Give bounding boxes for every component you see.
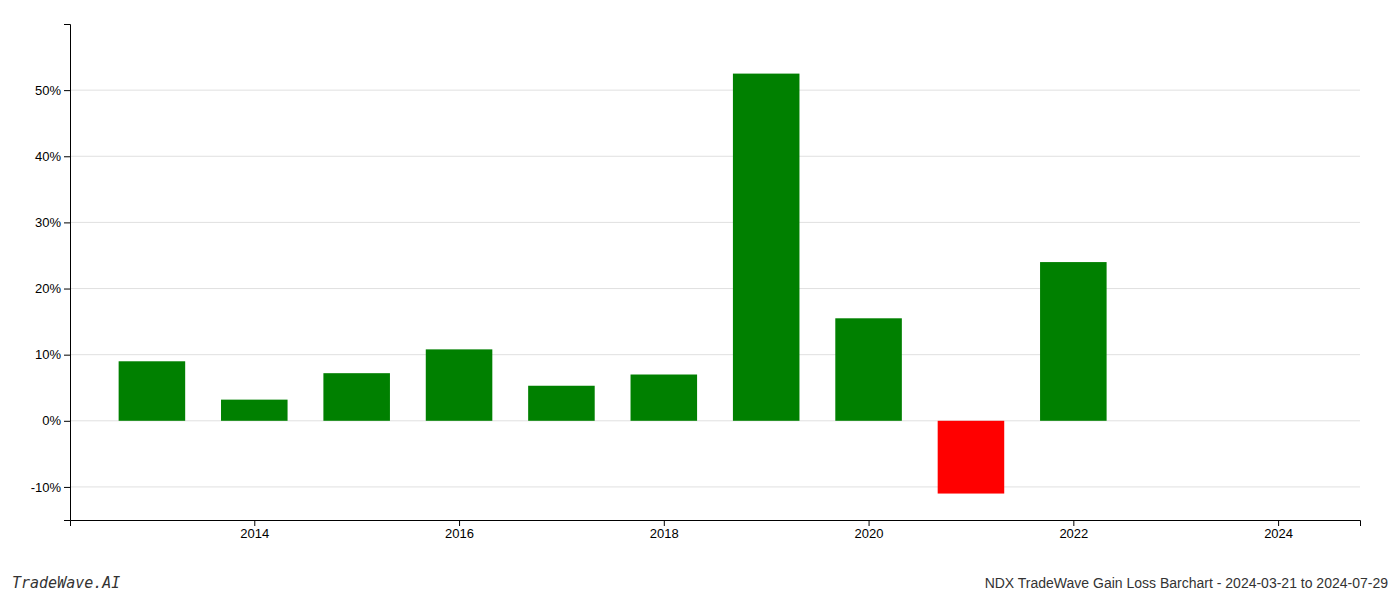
y-tick-label: 20%	[35, 281, 61, 296]
watermark: TradeWave.AI	[12, 574, 120, 592]
x-tick: 2018	[650, 520, 679, 541]
y-tick: 30%	[35, 215, 70, 230]
bar	[1040, 262, 1107, 421]
x-tick: 2022	[1059, 520, 1088, 541]
y-tick: 10%	[35, 347, 70, 362]
x-tick-mark	[869, 520, 870, 526]
y-tick: -10%	[31, 480, 70, 495]
x-tick-mark	[254, 520, 255, 526]
x-tick-label: 2024	[1264, 526, 1293, 541]
bar	[323, 373, 390, 421]
y-tick-label: 50%	[35, 83, 61, 98]
bar	[221, 400, 288, 421]
y-tick: 0%	[42, 413, 70, 428]
x-tick: 2014	[240, 520, 269, 541]
grid-line	[70, 288, 1360, 289]
y-tick-label: 30%	[35, 215, 61, 230]
x-tick-label: 2014	[240, 526, 269, 541]
y-tick: 50%	[35, 83, 70, 98]
x-tick-mark	[459, 520, 460, 526]
x-tick-label: 2022	[1059, 526, 1088, 541]
title: NDX TradeWave Gain Loss Barchart - 2024-…	[985, 575, 1389, 591]
bar	[528, 386, 595, 421]
bar	[733, 74, 800, 421]
bar	[426, 349, 493, 420]
y-tick-label: 10%	[35, 347, 61, 362]
plot: -10% 0% 10% 20% 30% 40% 50% 2014 2016 2018 2020 202…	[31, 25, 1361, 542]
grid	[70, 90, 1360, 487]
y-tick-mark	[64, 156, 70, 157]
grid-line	[70, 354, 1360, 355]
bars	[119, 74, 1107, 494]
x-tick: 2020	[855, 520, 884, 541]
x-axis: 2014 2016 2018 2020 2022 2024	[71, 520, 1361, 541]
y-tick-label: -10%	[31, 480, 62, 495]
x-tick-mark	[1278, 520, 1279, 526]
y-tick-mark	[64, 487, 70, 488]
grid-line	[70, 156, 1360, 157]
x-tick-mark	[1073, 520, 1074, 526]
bar	[835, 318, 902, 421]
y-tick-mark	[64, 90, 70, 91]
y-tick-mark	[64, 222, 70, 223]
grid-line	[70, 222, 1360, 223]
y-tick-label: 40%	[35, 149, 61, 164]
x-axis-line	[71, 521, 1361, 527]
y-tick-label: 0%	[42, 413, 61, 428]
bar	[119, 361, 186, 421]
bar	[938, 421, 1005, 494]
grid-line	[70, 90, 1360, 91]
grid-line	[70, 486, 1360, 487]
y-tick: 40%	[35, 149, 70, 164]
x-tick-label: 2018	[650, 526, 679, 541]
y-tick-mark	[64, 421, 70, 422]
y-axis-line	[64, 25, 71, 521]
chart-svg: -10% 0% 10% 20% 30% 40% 50% 2014 2016 2018 2020 202…	[0, 0, 1400, 600]
x-tick-label: 2016	[445, 526, 474, 541]
x-tick: 2024	[1264, 520, 1293, 541]
bar	[631, 375, 698, 421]
y-tick-mark	[64, 289, 70, 290]
x-tick-label: 2020	[855, 526, 884, 541]
y-tick-mark	[64, 355, 70, 356]
y-tick: 20%	[35, 281, 70, 296]
x-tick: 2016	[445, 520, 474, 541]
y-axis: -10% 0% 10% 20% 30% 40% 50%	[31, 25, 71, 521]
x-tick-mark	[664, 520, 665, 526]
